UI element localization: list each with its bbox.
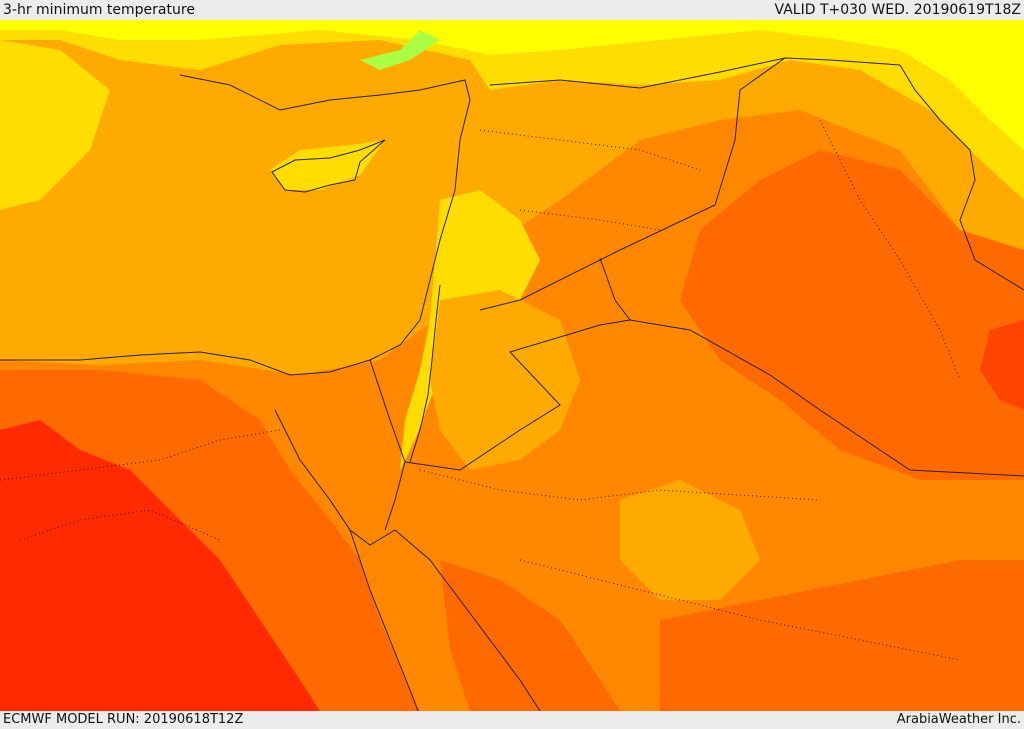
turkey-syria-border: [489, 57, 901, 89]
province-line-6: [519, 559, 961, 661]
field-south-dark-orange: [660, 560, 1024, 711]
field-north-yellow: [0, 20, 1024, 150]
map-title: 3-hr minimum temperature: [3, 2, 195, 18]
jordan-saudi-border: [404, 257, 631, 471]
model-run: ECMWF MODEL RUN: 20190618T12Z: [3, 712, 244, 727]
field-north-amber: [0, 20, 1024, 375]
field-north-gold: [0, 20, 1024, 200]
syria-iraq-border: [479, 57, 786, 311]
province-line-2: [519, 209, 661, 231]
field-inland-amber: [430, 290, 580, 470]
field-east-red-orange: [980, 320, 1024, 410]
field-arabia-amber: [620, 480, 760, 600]
field-west-gold: [0, 40, 110, 210]
province-line-4: [0, 429, 281, 481]
credit: ArabiaWeather Inc.: [896, 712, 1021, 727]
province-line-5: [419, 469, 821, 501]
borders-layer: [0, 57, 1024, 711]
field-green-patch: [360, 30, 440, 70]
gulf-of-suez-coast: [274, 409, 396, 546]
temperature-map: [0, 20, 1024, 711]
field-redsea-dark-orange: [440, 560, 620, 711]
map-footer: ECMWF MODEL RUN: 20190618T12Z ArabiaWeat…: [0, 711, 1024, 729]
red-sea-west-coast: [349, 529, 419, 711]
cyprus-outline: [271, 139, 386, 193]
saudi-iraq-border: [629, 319, 1024, 477]
dead-sea-jordan-valley: [409, 284, 441, 463]
field-east-dark-orange: [680, 150, 1024, 480]
province-line-3: [819, 119, 961, 381]
province-borders: [0, 119, 961, 661]
field-west-red: [0, 420, 320, 711]
map-header: 3-hr minimum temperature VALID T+030 WED…: [0, 0, 1024, 20]
province-line-1: [479, 129, 701, 171]
sinai-border: [369, 359, 406, 531]
mediterranean-coast: [0, 74, 471, 376]
field-cyprus-gold: [270, 140, 385, 190]
red-sea-east-coast: [394, 529, 541, 711]
valid-time: VALID T+030 WED. 20190619T18Z: [774, 2, 1021, 18]
iraq-iran-border: [899, 64, 1024, 291]
province-line-7: [19, 509, 221, 541]
